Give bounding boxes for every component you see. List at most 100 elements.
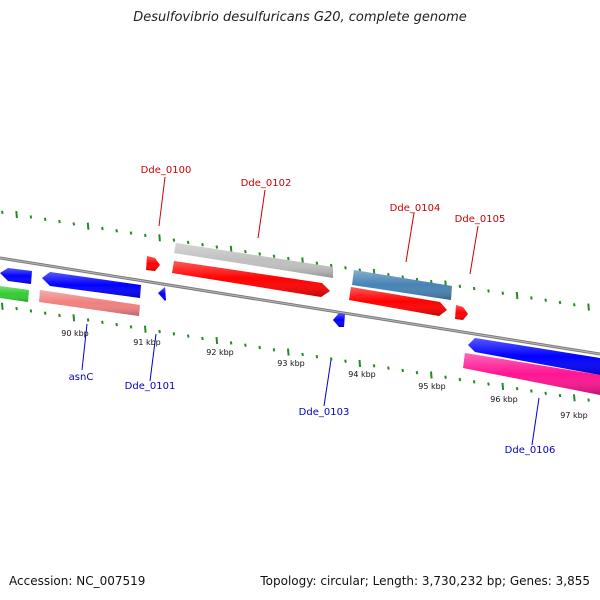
gene-dde-0100[interactable] [146, 256, 160, 271]
minor-tick [215, 245, 219, 249]
scale-label-93: 93 kbp [277, 359, 305, 368]
scale-label-95: 95 kbp [418, 382, 446, 391]
scale-labels: 90 kbp 91 kbp 92 kbp 93 kbp 94 kbp 95 kb… [61, 329, 588, 420]
minor-tick [501, 291, 505, 295]
major-tick [573, 394, 576, 402]
gene-label-dde-0104[interactable]: Dde_0104 [390, 203, 441, 214]
minor-tick [1, 210, 4, 214]
minor-tick [301, 352, 304, 357]
major-tick [86, 222, 90, 230]
minor-tick [244, 343, 247, 347]
topology-text: Topology: circular; Length: 3,730,232 bp… [260, 574, 590, 588]
minor-tick [244, 249, 247, 254]
minor-tick [272, 254, 276, 258]
gene-dde-0105[interactable] [455, 305, 468, 320]
scale-label-92: 92 kbp [206, 348, 234, 357]
minor-tick [72, 222, 76, 226]
gene-dde-0101[interactable] [158, 287, 166, 301]
minor-tick [530, 389, 533, 393]
major-tick [358, 359, 362, 368]
minor-tick [115, 229, 118, 233]
minor-tick [287, 256, 290, 261]
minor-tick [29, 309, 33, 313]
gene-label-dde-0103[interactable]: Dde_0103 [299, 407, 350, 418]
minor-tick [272, 348, 276, 352]
major-tick [430, 371, 433, 379]
gene-label-dde-0102[interactable]: Dde_0102 [241, 178, 292, 189]
gene-salmon-band[interactable] [39, 290, 140, 316]
minor-tick [458, 377, 462, 382]
minor-tick [558, 300, 562, 305]
minor-tick [101, 320, 104, 324]
gene-asnc[interactable] [42, 272, 141, 298]
gene-steel-band[interactable] [352, 270, 452, 300]
genome-backbone [0, 256, 600, 356]
label-leaders [81, 176, 540, 446]
minor-tick [186, 240, 190, 245]
gene-blue-right[interactable] [468, 338, 600, 375]
minor-tick [29, 215, 33, 219]
minor-tick [573, 303, 576, 307]
minor-tick [15, 306, 18, 311]
minor-tick [444, 375, 447, 379]
gene-label-dde-0100[interactable]: Dde_0100 [141, 165, 192, 176]
minor-tick [43, 217, 47, 221]
minor-tick [487, 382, 490, 386]
major-tick [501, 382, 505, 390]
minor-tick [344, 359, 347, 363]
gene-label-dde-0105[interactable]: Dde_0105 [455, 214, 506, 225]
minor-tick [544, 298, 547, 302]
minor-tick [487, 289, 490, 293]
minor-tick [229, 341, 233, 345]
scale-label-91: 91 kbp [133, 338, 161, 347]
minor-tick [372, 364, 376, 368]
minor-tick [43, 311, 47, 315]
minor-tick [58, 313, 61, 318]
minor-tick [329, 357, 333, 361]
forward-tick-track [1, 210, 590, 311]
scale-label-96: 96 kbp [490, 395, 518, 404]
minor-tick [329, 263, 333, 268]
minor-tick [472, 286, 476, 291]
minor-tick [58, 219, 61, 224]
gene-label-asnc[interactable]: asnC [69, 372, 94, 383]
major-tick [587, 303, 590, 311]
minor-tick [558, 393, 562, 398]
scale-label-94: 94 kbp [348, 370, 376, 379]
gene-green-band[interactable] [0, 286, 29, 302]
minor-tick [258, 345, 261, 350]
major-tick [144, 325, 147, 333]
gene-dde-0104[interactable] [349, 287, 447, 316]
gene-label-dde-0106[interactable]: Dde_0106 [505, 445, 556, 456]
minor-tick [315, 261, 319, 265]
gene-label-dde-0101[interactable]: Dde_0101 [125, 381, 176, 392]
gene-blue-left-edge[interactable] [0, 268, 32, 284]
minor-tick [115, 322, 118, 327]
gene-dde-0103[interactable] [333, 313, 345, 327]
gene-pink-band[interactable] [463, 353, 600, 395]
reverse-tick-track [1, 302, 590, 402]
minor-tick [387, 366, 390, 370]
minor-tick [258, 252, 261, 256]
minor-tick [201, 336, 204, 341]
major-tick [287, 348, 290, 356]
scale-label-97: 97 kbp [560, 411, 588, 420]
gene-grey-band[interactable] [174, 243, 333, 278]
minor-tick [172, 332, 176, 336]
gene-dde-0102[interactable] [172, 261, 330, 297]
minor-tick [472, 380, 476, 384]
minor-tick [458, 284, 462, 288]
minor-tick [129, 231, 133, 235]
minor-tick [158, 329, 161, 334]
map-title: Desulfovibrio desulfuricans G20, complet… [133, 10, 467, 25]
gene-labels: Dde_0100 Dde_0102 Dde_0104 Dde_0105 asnC… [69, 165, 556, 456]
minor-tick [101, 226, 104, 231]
scale-label-90: 90 kbp [61, 329, 89, 338]
minor-tick [401, 368, 404, 373]
minor-tick [515, 387, 519, 391]
major-tick [515, 291, 519, 300]
minor-tick [86, 318, 90, 322]
minor-tick [530, 296, 533, 300]
